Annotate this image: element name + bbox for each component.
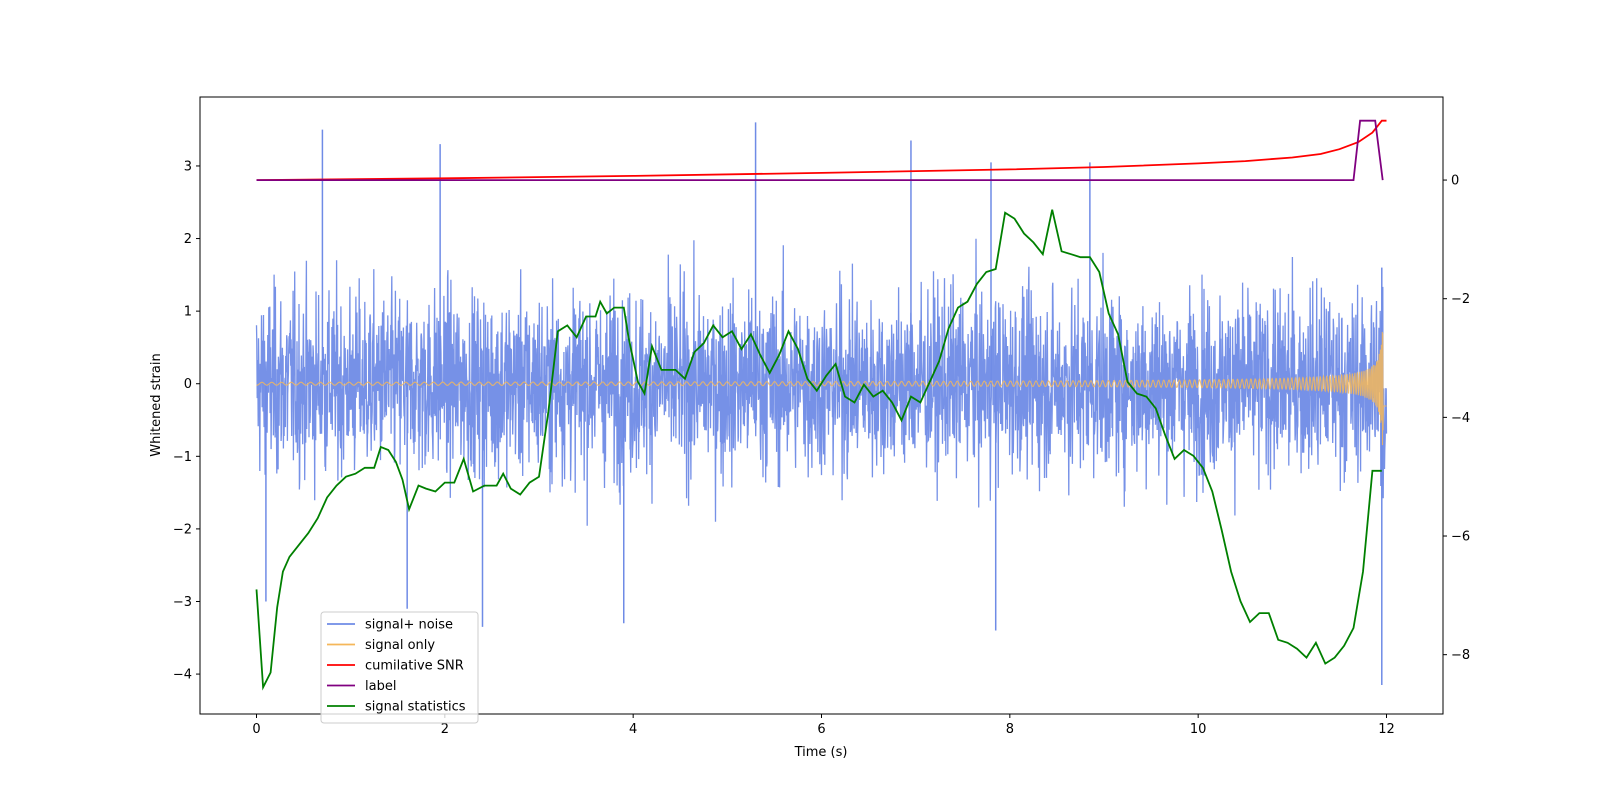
series-signal-plus-noise — [255, 238, 1388, 526]
y2-tick-label: 0 — [1451, 174, 1459, 189]
series-signal-statistics — [255, 209, 1382, 691]
x-tick-label: 2 — [441, 722, 449, 737]
y2-tick-label: −4 — [1451, 411, 1470, 426]
legend-frame — [320, 611, 479, 724]
x-axis-label: Time (s) — [794, 745, 848, 760]
y-tick-label: 1 — [184, 305, 192, 320]
legend-entry: cumilative SNR — [365, 659, 464, 674]
legend: signal+ noise signal only cumilative SNR la… — [320, 611, 479, 724]
x-tick-label: 10 — [1190, 722, 1207, 737]
y-axis-label: Whitened strain — [149, 353, 164, 456]
y-tick-label: 2 — [184, 232, 192, 247]
series-cumulative-snr — [256, 119, 1387, 181]
x-tick-label: 0 — [252, 722, 260, 737]
legend-entry: label — [365, 679, 396, 694]
y-tick-label: 3 — [184, 159, 192, 174]
y2-tick-label: −6 — [1451, 530, 1470, 545]
y-tick-label: −2 — [173, 522, 192, 537]
y-tick-label: −1 — [173, 450, 192, 465]
y-tick-label: −4 — [173, 668, 192, 683]
y-tick-label: −3 — [173, 595, 192, 610]
y2-tick-label: −8 — [1451, 648, 1470, 663]
x-tick-label: 8 — [1006, 722, 1014, 737]
legend-entry: signal only — [365, 638, 435, 653]
plot-area — [255, 119, 1388, 691]
x-tick-label: 6 — [817, 722, 825, 737]
y2-tick-label: −2 — [1451, 292, 1470, 307]
legend-entry: signal statistics — [365, 700, 466, 715]
x-tick-label: 12 — [1378, 722, 1395, 737]
legend-entry: signal+ noise — [365, 618, 453, 633]
y-tick-label: 0 — [184, 377, 192, 392]
x-tick-label: 4 — [629, 722, 637, 737]
series-label — [256, 119, 1384, 181]
